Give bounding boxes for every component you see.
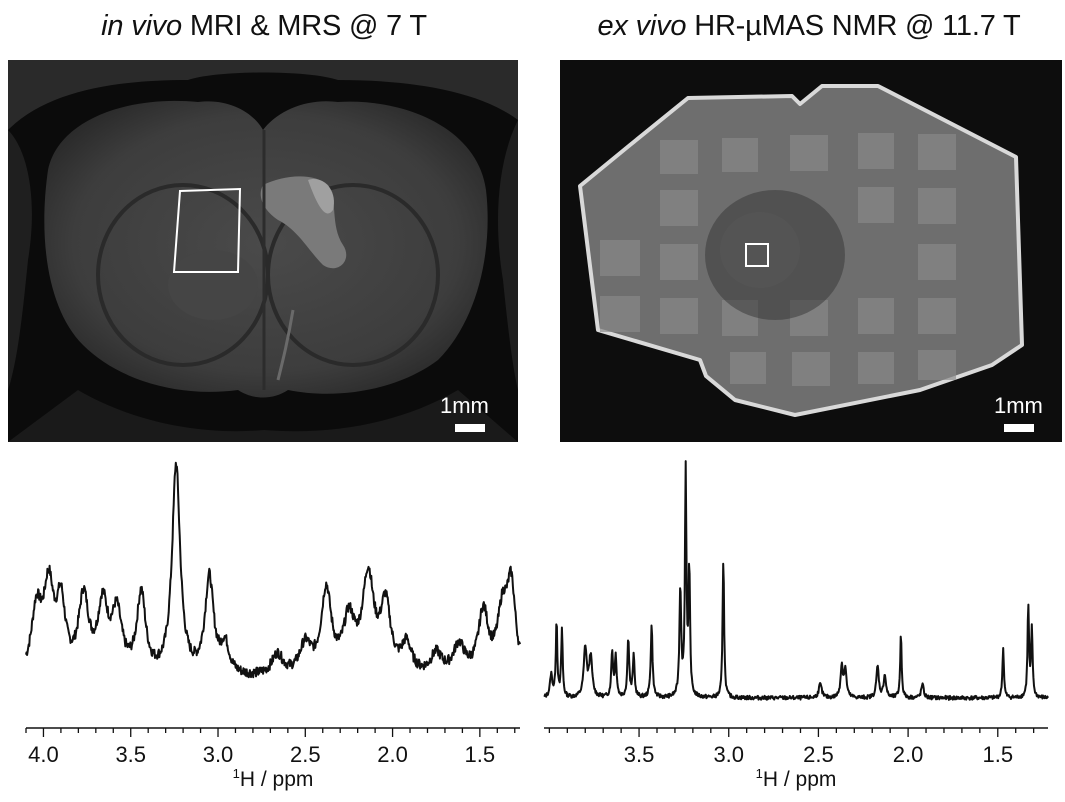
mri-brain-illustration xyxy=(8,60,518,442)
in-vivo-x-axis-label: 1H / ppm xyxy=(233,766,314,791)
tick-label: 2.5 xyxy=(290,742,321,767)
mri-scale-bar xyxy=(455,424,485,432)
ex-vivo-spectrum: 3.5 3.0 2.5 2.0 1.5 1H / ppm xyxy=(543,460,1049,791)
tick-label: 2.0 xyxy=(377,742,408,767)
mri-scale-label: 1mm xyxy=(440,393,489,418)
in-vivo-spectrum: 4.0 3.5 3.0 2.5 2.0 1.5 1H / ppm xyxy=(25,461,521,791)
tick-label: 3.5 xyxy=(624,742,655,767)
tick-label: 1.5 xyxy=(982,742,1013,767)
nmr-scale-label: 1mm xyxy=(994,393,1043,418)
left-panel-title: in vivo MRI & MRS @ 7 T xyxy=(10,6,518,46)
spectra-charts: 4.0 3.5 3.0 2.5 2.0 1.5 1H / ppm 3.5 3.0 2.5 2.0… xyxy=(25,460,1049,791)
tick-label: 2.5 xyxy=(803,742,834,767)
ex-vivo-x-axis-label: 1H / ppm xyxy=(756,766,837,791)
right-panel-title: ex vivo HR-µMAS NMR @ 11.7 T xyxy=(556,6,1062,46)
right-title-rest: HR-µMAS NMR @ 11.7 T xyxy=(686,10,1021,42)
right-title-italic: ex vivo xyxy=(597,10,687,42)
tick-label: 4.0 xyxy=(28,742,59,767)
in-vivo-ticks: 4.0 3.5 3.0 2.5 2.0 1.5 xyxy=(25,728,516,767)
tick-label: 3.0 xyxy=(713,742,744,767)
left-title-rest: MRI & MRS @ 7 T xyxy=(181,10,427,42)
ex-vivo-ticks: 3.5 3.0 2.5 2.0 1.5 xyxy=(548,728,1035,767)
left-title-italic: in vivo xyxy=(101,10,182,42)
in-vivo-trace xyxy=(25,461,521,679)
mrs-voxel-box xyxy=(172,187,242,273)
tick-label: 1.5 xyxy=(465,742,496,767)
selection-square xyxy=(745,243,769,267)
tick-label: 2.0 xyxy=(893,742,924,767)
tick-label: 3.5 xyxy=(115,742,146,767)
nmr-slice-illustration xyxy=(560,60,1062,442)
tick-label: 3.0 xyxy=(203,742,234,767)
ex-vivo-trace xyxy=(543,460,1049,701)
nmr-scale-bar xyxy=(1004,424,1034,432)
mri-image: 1mm xyxy=(8,60,518,442)
nmr-image: 1mm xyxy=(560,60,1062,442)
